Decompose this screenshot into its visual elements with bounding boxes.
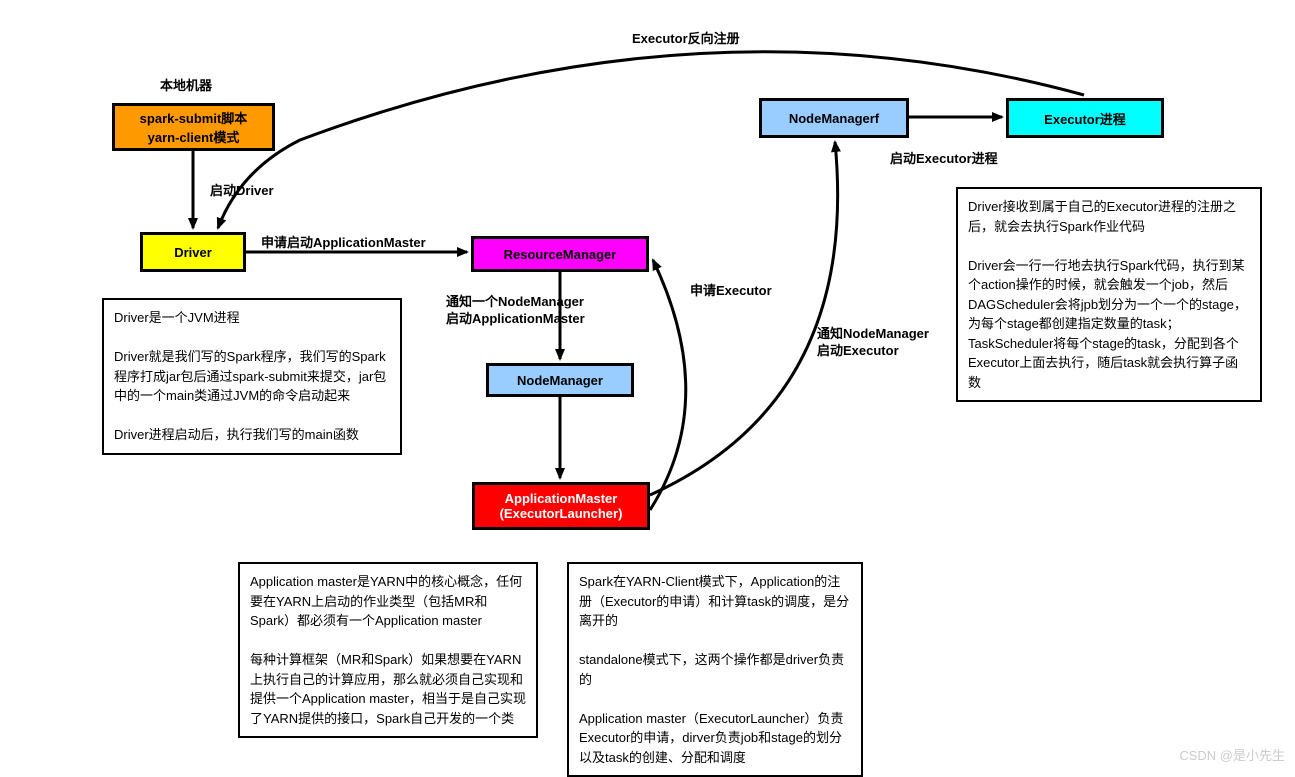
textbox-yarn-client-desc: Spark在YARN-Client模式下，Application的注册（Exec… [567, 562, 863, 777]
watermark: CSDN @是小先生 [1179, 745, 1285, 764]
node-driver: Driver [140, 232, 246, 272]
node-spark-submit: spark-submit脚本 yarn-client模式 [112, 103, 275, 151]
node-node-manager-2: NodeManagerf [759, 98, 909, 138]
label-notify-nm-am: 通知一个NodeManager 启动ApplicationMaster [446, 294, 585, 328]
textbox-am-desc: Application master是YARN中的核心概念，任何要在YARN上启… [238, 562, 538, 738]
label-notify-nm-exec: 通知NodeManager 启动Executor [817, 326, 929, 360]
node-node-manager-1: NodeManager [486, 363, 634, 397]
label-start-driver: 启动Driver [210, 180, 274, 199]
label-request-am: 申请启动ApplicationMaster [261, 232, 426, 251]
label-executor-reverse-reg: Executor反向注册 [632, 28, 740, 47]
node-application-master: ApplicationMaster (ExecutorLauncher) [472, 482, 650, 530]
node-resource-manager: ResourceManager [471, 236, 649, 272]
label-request-executor: 申请Executor [690, 280, 772, 299]
node-executor: Executor进程 [1006, 98, 1164, 138]
textbox-driver-desc: Driver是一个JVM进程 Driver就是我们写的Spark程序，我们写的S… [102, 298, 402, 455]
textbox-exec-desc: Driver接收到属于自己的Executor进程的注册之后，就会去执行Spark… [956, 187, 1262, 402]
label-start-exec-proc: 启动Executor进程 [890, 148, 998, 167]
label-local-machine: 本地机器 [160, 75, 212, 94]
